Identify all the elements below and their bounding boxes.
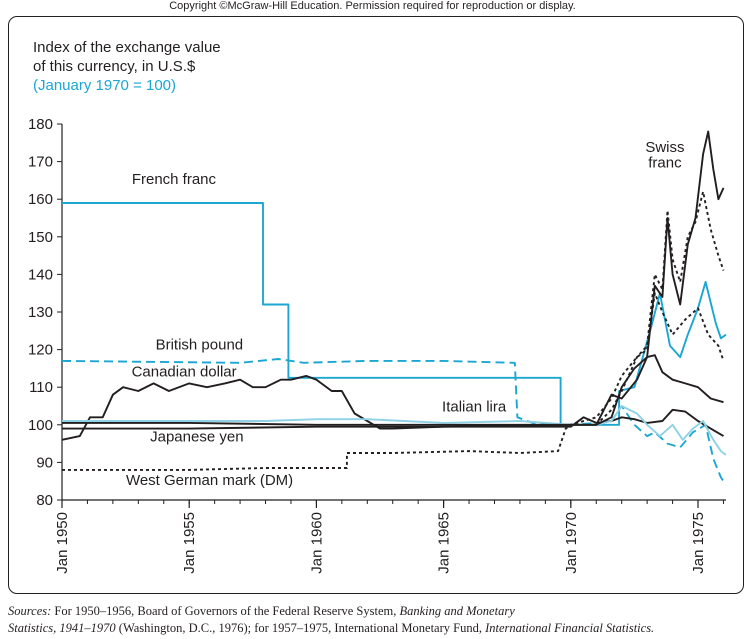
series-line-canadian-dollar bbox=[61, 374, 724, 441]
x-tick-label: Jan 1970 bbox=[563, 512, 580, 574]
x-tick-label: Jan 1975 bbox=[690, 512, 707, 574]
y-tick-label: 160 bbox=[28, 191, 53, 208]
sources-lead: Sources: bbox=[8, 604, 52, 618]
series-annotation: Japanese yen bbox=[150, 429, 243, 446]
y-tick-label: 140 bbox=[28, 266, 53, 283]
y-tick-label: 150 bbox=[28, 229, 53, 246]
series-annotation: Canadian dollar bbox=[132, 364, 237, 381]
y-tick-label: 170 bbox=[28, 154, 53, 171]
y-tick-label: 120 bbox=[28, 342, 53, 359]
series-annotation: West German mark (DM) bbox=[126, 472, 293, 489]
sources-line-2: Statistics, 1941–1970 (Washington, D.C.,… bbox=[8, 620, 654, 637]
sources-title-2: International Financial Statistics. bbox=[485, 621, 655, 635]
series-line-unlabeled-7 bbox=[595, 190, 725, 426]
y-axis-title: Index of the exchange value of this curr… bbox=[33, 38, 221, 95]
y-tick-label: 80 bbox=[36, 492, 53, 509]
y-tick-label: 100 bbox=[28, 417, 53, 434]
series-line-french-franc bbox=[62, 202, 727, 426]
series-line-italian-lira bbox=[62, 405, 727, 456]
series-line-swiss-franc bbox=[62, 130, 725, 426]
sources-title-1b: Statistics, 1941–1970 bbox=[8, 621, 116, 635]
sources-line-1: Sources: For 1950–1956, Board of Governo… bbox=[8, 603, 654, 620]
sources-part-2: (Washington, D.C., 1976); for 1957–1975,… bbox=[115, 621, 486, 635]
x-tick-label: Jan 1955 bbox=[181, 512, 198, 574]
sources-title-1a: Banking and Monetary bbox=[399, 604, 515, 618]
copyright-notice: Copyright ©McGraw-Hill Education. Permis… bbox=[169, 0, 576, 12]
y-axis-title-line-2: of this currency, in U.S.$ bbox=[33, 58, 196, 75]
figure-frame bbox=[8, 16, 744, 594]
sources-note: Sources: For 1950–1956, Board of Governo… bbox=[8, 603, 654, 637]
y-axis-title-line-3: (January 1970 = 100) bbox=[33, 77, 177, 94]
exchange-rate-chart: 80 90 100 110 120 130 140 150 160 170 180 Jan 1950 J… bbox=[28, 116, 727, 574]
x-tick-label: Jan 1950 bbox=[54, 512, 71, 574]
x-tick-label: Jan 1960 bbox=[308, 512, 325, 574]
series-annotation: Swiss bbox=[645, 139, 684, 156]
x-tick-label: Jan 1965 bbox=[436, 512, 453, 574]
y-tick-label: 90 bbox=[36, 454, 53, 471]
y-tick-label: 110 bbox=[29, 379, 53, 396]
series-annotation: French franc bbox=[132, 171, 217, 188]
series-line-japanese-yen bbox=[62, 354, 724, 430]
series-annotation: British pound bbox=[156, 337, 244, 354]
y-tick-label: 180 bbox=[28, 116, 53, 133]
sources-part-1: For 1950–1956, Board of Governors of the… bbox=[51, 604, 400, 618]
series-annotation: franc bbox=[648, 155, 682, 172]
y-axis-title-line-1: Index of the exchange value bbox=[33, 39, 221, 56]
series-annotation: Italian lira bbox=[442, 398, 507, 415]
y-tick-label: 130 bbox=[28, 304, 53, 321]
